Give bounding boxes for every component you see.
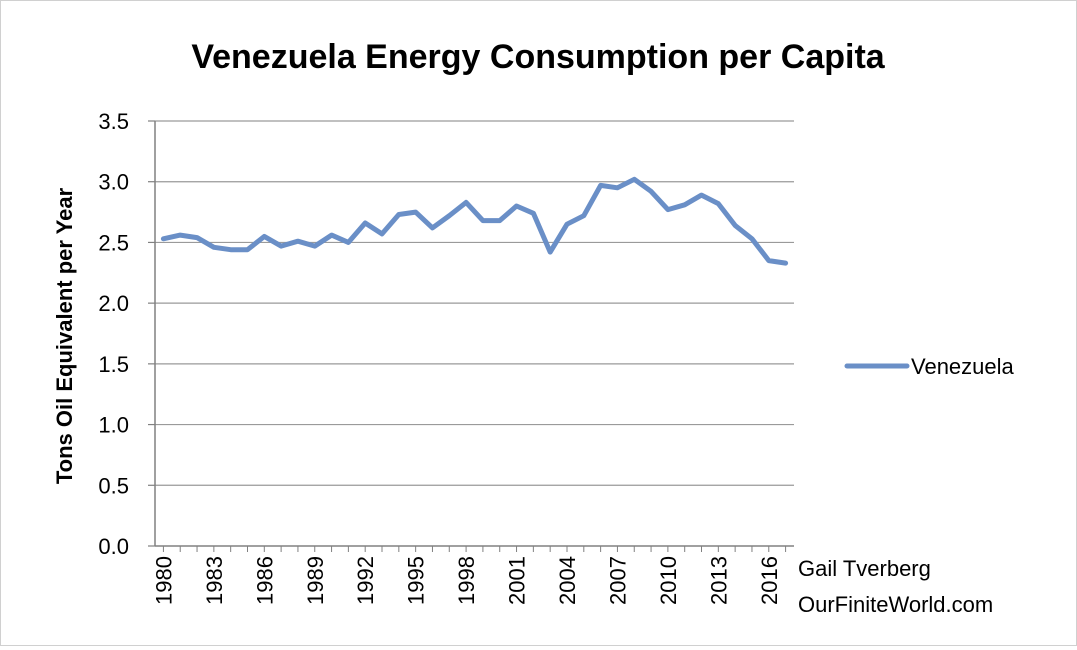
x-tick-label: 2016: [757, 556, 782, 605]
series-layer: [163, 179, 785, 263]
x-tick-label: 2001: [505, 556, 530, 605]
credit-website: OurFiniteWorld.com: [798, 592, 993, 617]
x-tick-label: 2007: [605, 556, 630, 605]
y-tick-label: 2.0: [98, 291, 129, 316]
y-tick-label: 1.0: [98, 413, 129, 438]
x-tick-label: 1989: [303, 556, 328, 605]
y-axis-ticks: 0.0 0.5 1.0 1.5 2.0 2.5 3.0 3.5: [98, 109, 155, 559]
y-tick-label: 3.5: [98, 109, 129, 134]
series-line-venezuela: [163, 179, 785, 263]
x-axis-ticks: 1980 1983 1986 1989 1992 1995 1998 2001 2004 2007…: [151, 546, 785, 605]
credit-author: Gail Tverberg: [798, 556, 931, 581]
x-tick-label: 2010: [656, 556, 681, 605]
y-tick-label: 3.0: [98, 170, 129, 195]
legend-label-venezuela: Venezuela: [911, 354, 1015, 379]
chart-title: Venezuela Energy Consumption per Capita: [191, 38, 885, 76]
y-axis-label: Tons Oil Equivalent per Year: [52, 187, 77, 484]
y-tick-label: 2.5: [98, 230, 129, 255]
y-tick-label: 0.5: [98, 473, 129, 498]
x-tick-label: 1980: [151, 556, 176, 605]
x-tick-label: 1998: [454, 556, 479, 605]
y-tick-label: 0.0: [98, 534, 129, 559]
x-tick-label: 2013: [706, 556, 731, 605]
x-tick-label: 1995: [404, 556, 429, 605]
x-tick-label: 2004: [555, 556, 580, 605]
y-tick-label: 1.5: [98, 352, 129, 377]
x-tick-label: 1986: [252, 556, 277, 605]
x-tick-label: 1992: [353, 556, 378, 605]
x-tick-label: 1983: [202, 556, 227, 605]
gridlines: [155, 121, 794, 485]
legend: Venezuela: [847, 354, 1015, 379]
